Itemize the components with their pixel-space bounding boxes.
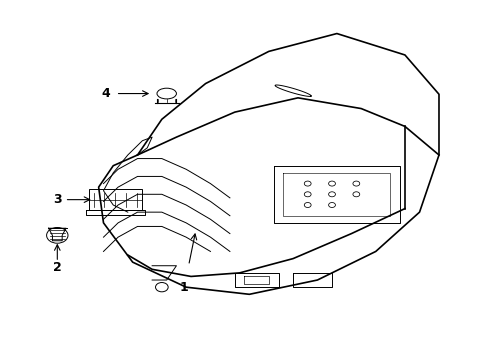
Ellipse shape xyxy=(157,88,176,99)
Text: 1: 1 xyxy=(179,281,188,294)
Text: 4: 4 xyxy=(102,87,110,100)
Text: 2: 2 xyxy=(53,261,61,274)
Bar xyxy=(89,189,142,210)
Text: 3: 3 xyxy=(53,193,61,206)
